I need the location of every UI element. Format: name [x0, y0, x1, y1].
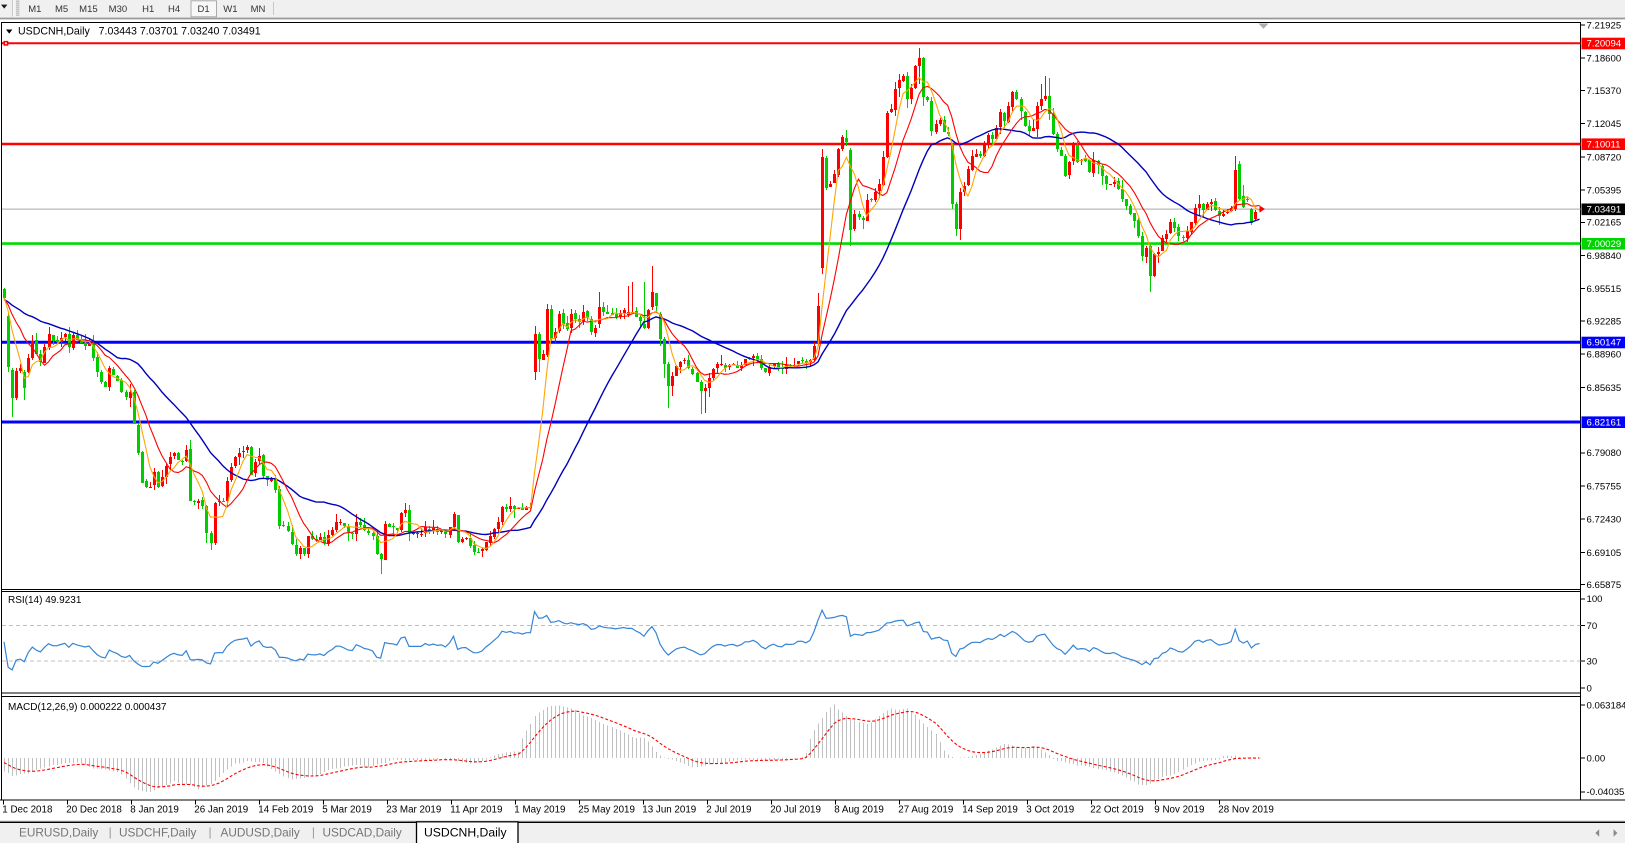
svg-text:W1: W1 — [223, 4, 237, 15]
svg-text:|: | — [312, 825, 315, 839]
svg-text:2 Jul 2019: 2 Jul 2019 — [706, 805, 751, 816]
svg-text:AUDUSD,Daily: AUDUSD,Daily — [221, 826, 300, 840]
svg-text:7.15370: 7.15370 — [1587, 86, 1622, 97]
svg-text:0: 0 — [1587, 683, 1592, 694]
svg-text:H1: H1 — [142, 4, 154, 15]
svg-text:7.08720: 7.08720 — [1587, 152, 1622, 163]
svg-text:6.85635: 6.85635 — [1587, 383, 1622, 394]
svg-text:6.72430: 6.72430 — [1587, 515, 1622, 526]
svg-text:6.79080: 6.79080 — [1587, 448, 1622, 459]
svg-text:1 Dec 2018: 1 Dec 2018 — [2, 805, 53, 816]
svg-text:6.98840: 6.98840 — [1587, 251, 1622, 262]
svg-text:28 Nov 2019: 28 Nov 2019 — [1218, 805, 1274, 816]
svg-text:100: 100 — [1587, 594, 1603, 605]
svg-text:6.65875: 6.65875 — [1587, 580, 1622, 591]
svg-text:3 Oct 2019: 3 Oct 2019 — [1026, 805, 1074, 816]
svg-text:7.18600: 7.18600 — [1587, 54, 1622, 65]
svg-text:13 Jun 2019: 13 Jun 2019 — [642, 805, 696, 816]
svg-text:26 Jan 2019: 26 Jan 2019 — [194, 805, 248, 816]
svg-text:6.69105: 6.69105 — [1587, 548, 1622, 559]
svg-text:6.92285: 6.92285 — [1587, 316, 1622, 327]
svg-text:70: 70 — [1587, 621, 1598, 632]
svg-text:6.75755: 6.75755 — [1587, 481, 1622, 492]
svg-text:7.03491: 7.03491 — [1587, 205, 1622, 216]
svg-text:0.063184: 0.063184 — [1587, 701, 1625, 712]
svg-text:-0.040355: -0.040355 — [1587, 787, 1625, 798]
svg-text:14 Feb 2019: 14 Feb 2019 — [258, 805, 313, 816]
svg-text:7.05395: 7.05395 — [1587, 186, 1622, 197]
svg-text:|: | — [209, 825, 212, 839]
svg-text:7.20094: 7.20094 — [1587, 39, 1622, 50]
svg-text:D1: D1 — [198, 4, 210, 15]
svg-text:23 Mar 2019: 23 Mar 2019 — [386, 805, 441, 816]
svg-text:7.00029: 7.00029 — [1587, 239, 1622, 250]
svg-text:6.82161: 6.82161 — [1587, 417, 1622, 428]
svg-text:USDCNH,Daily: USDCNH,Daily — [424, 826, 508, 840]
svg-text:H4: H4 — [168, 4, 180, 15]
svg-text:USDCHF,Daily: USDCHF,Daily — [119, 826, 196, 840]
svg-text:8 Jan 2019: 8 Jan 2019 — [130, 805, 178, 816]
svg-text:22 Oct 2019: 22 Oct 2019 — [1090, 805, 1143, 816]
svg-text:20 Dec 2018: 20 Dec 2018 — [66, 805, 122, 816]
svg-text:M15: M15 — [79, 4, 97, 15]
svg-text:0.00: 0.00 — [1587, 753, 1606, 764]
svg-text:M30: M30 — [109, 4, 127, 15]
svg-text:EURUSD,Daily: EURUSD,Daily — [19, 826, 98, 840]
svg-text:7.10011: 7.10011 — [1587, 139, 1621, 150]
svg-text:11 Apr 2019: 11 Apr 2019 — [450, 805, 502, 816]
svg-text:7.12045: 7.12045 — [1587, 119, 1622, 130]
svg-text:6.90147: 6.90147 — [1587, 338, 1622, 349]
svg-text:20 Jul 2019: 20 Jul 2019 — [770, 805, 821, 816]
svg-text:27 Aug 2019: 27 Aug 2019 — [898, 805, 953, 816]
svg-text:7.02165: 7.02165 — [1587, 218, 1622, 229]
svg-text:7.21925: 7.21925 — [1587, 20, 1622, 31]
svg-text:USDCAD,Daily: USDCAD,Daily — [323, 826, 402, 840]
svg-text:14 Sep 2019: 14 Sep 2019 — [962, 805, 1018, 816]
svg-text:M1: M1 — [28, 4, 41, 15]
svg-text:6.95515: 6.95515 — [1587, 284, 1622, 295]
svg-text:MACD(12,26,9) 0.000222 0.00043: MACD(12,26,9) 0.000222 0.000437 — [8, 702, 167, 713]
svg-text:30: 30 — [1587, 657, 1598, 668]
svg-text:6.88960: 6.88960 — [1587, 350, 1622, 361]
svg-text:RSI(14) 49.9231: RSI(14) 49.9231 — [8, 595, 82, 606]
svg-text:8 Aug 2019: 8 Aug 2019 — [834, 805, 884, 816]
svg-text:MN: MN — [251, 4, 266, 15]
svg-text:9 Nov 2019: 9 Nov 2019 — [1154, 805, 1204, 816]
svg-text:25 May 2019: 25 May 2019 — [578, 805, 635, 816]
svg-text:USDCNH,Daily 7.03443 7.03701: USDCNH,Daily 7.03443 7.03701 7.03240 7.0… — [18, 26, 261, 38]
svg-text:1 May 2019: 1 May 2019 — [514, 805, 565, 816]
svg-text:|: | — [109, 825, 112, 839]
svg-text:5 Mar 2019: 5 Mar 2019 — [322, 805, 372, 816]
svg-text:M5: M5 — [55, 4, 68, 15]
